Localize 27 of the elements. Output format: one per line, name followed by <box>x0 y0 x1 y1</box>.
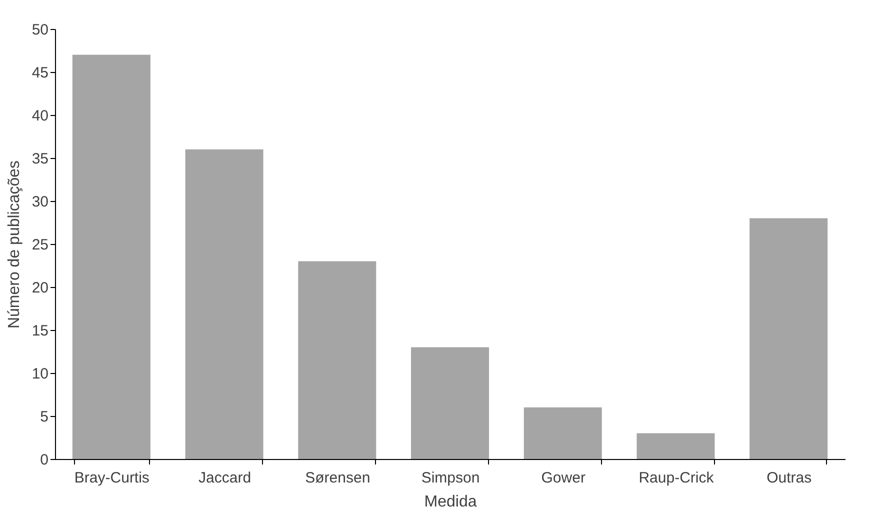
bar <box>72 54 150 459</box>
bar <box>185 149 264 459</box>
y-tick-label: 20 <box>32 280 48 296</box>
y-axis-title: Número de publicações <box>6 160 23 329</box>
y-tick-label: 30 <box>32 194 48 210</box>
x-axis-title: Medida <box>424 494 477 510</box>
bar <box>411 347 489 459</box>
y-tick-label: 35 <box>32 150 48 168</box>
x-tick-label: Jaccard <box>198 470 252 486</box>
bar <box>636 433 715 459</box>
x-tick-label: Outras <box>766 470 812 486</box>
y-tick-label: 10 <box>32 366 48 382</box>
y-tick-label: 0 <box>40 452 48 468</box>
y-tick-label: 15 <box>32 322 48 340</box>
bar <box>524 407 602 459</box>
bar <box>298 261 376 459</box>
y-tick-label: 40 <box>32 108 48 124</box>
x-tick-label: Raup-Crick <box>638 470 714 486</box>
x-tick-label: Simpson <box>421 470 480 486</box>
x-tick-label: Sørensen <box>305 470 370 486</box>
y-tick-label: 5 <box>40 408 48 426</box>
y-tick-label: 50 <box>32 22 48 38</box>
x-tick-label: Bray-Curtis <box>74 470 150 486</box>
x-tick-label: Gower <box>541 470 586 486</box>
y-tick-label: 25 <box>32 236 48 254</box>
y-tick-label: 45 <box>32 64 48 82</box>
bar <box>750 218 828 459</box>
